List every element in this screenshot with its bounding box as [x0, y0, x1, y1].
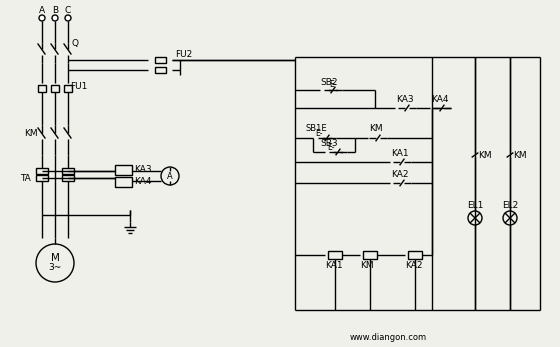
Text: C: C — [65, 6, 71, 15]
Bar — [62, 175, 74, 181]
Text: KA1: KA1 — [391, 149, 409, 158]
Text: E-: E- — [327, 143, 334, 152]
Text: EL2: EL2 — [502, 201, 518, 210]
Text: KA4: KA4 — [431, 94, 449, 103]
Text: E-: E- — [315, 128, 323, 137]
Text: KA3: KA3 — [134, 164, 152, 174]
Text: KA4: KA4 — [134, 177, 152, 186]
Text: Q: Q — [71, 39, 78, 48]
Text: KM: KM — [478, 151, 492, 160]
Circle shape — [39, 15, 45, 21]
Bar — [62, 168, 74, 174]
Bar — [51, 85, 59, 92]
Circle shape — [52, 15, 58, 21]
Text: KA3: KA3 — [396, 94, 414, 103]
Text: KM: KM — [360, 261, 374, 270]
Text: KA1: KA1 — [325, 261, 343, 270]
Text: EL1: EL1 — [467, 201, 483, 210]
Bar — [328, 251, 342, 259]
Text: KM: KM — [24, 128, 38, 137]
Bar — [36, 175, 48, 181]
Bar — [408, 251, 422, 259]
Text: SB3: SB3 — [320, 138, 338, 147]
Text: FU1: FU1 — [70, 82, 87, 91]
Text: B: B — [52, 6, 58, 15]
Text: A: A — [167, 171, 173, 180]
Bar — [115, 165, 132, 175]
Text: KM: KM — [369, 124, 383, 133]
Bar — [64, 85, 72, 92]
Text: www.diangon.com: www.diangon.com — [350, 332, 427, 341]
Text: E-: E- — [329, 79, 337, 88]
Text: SB1E: SB1E — [305, 124, 326, 133]
Text: FU2: FU2 — [175, 50, 192, 59]
Text: A: A — [39, 6, 45, 15]
Bar — [155, 67, 166, 73]
Text: KM: KM — [513, 151, 526, 160]
Text: 3~: 3~ — [48, 262, 62, 271]
Text: KA2: KA2 — [391, 169, 409, 178]
Bar — [115, 177, 132, 187]
Text: SB2: SB2 — [320, 77, 338, 86]
Text: M: M — [50, 253, 59, 263]
Bar — [363, 251, 377, 259]
Bar — [155, 57, 166, 63]
Bar — [38, 85, 46, 92]
Bar — [36, 168, 48, 174]
Text: KA2: KA2 — [405, 261, 422, 270]
Text: TA: TA — [20, 174, 31, 183]
Circle shape — [65, 15, 71, 21]
